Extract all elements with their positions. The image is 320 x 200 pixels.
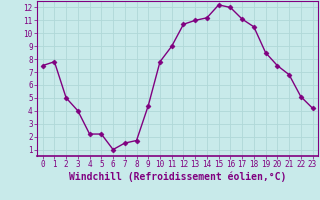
X-axis label: Windchill (Refroidissement éolien,°C): Windchill (Refroidissement éolien,°C) xyxy=(69,172,286,182)
